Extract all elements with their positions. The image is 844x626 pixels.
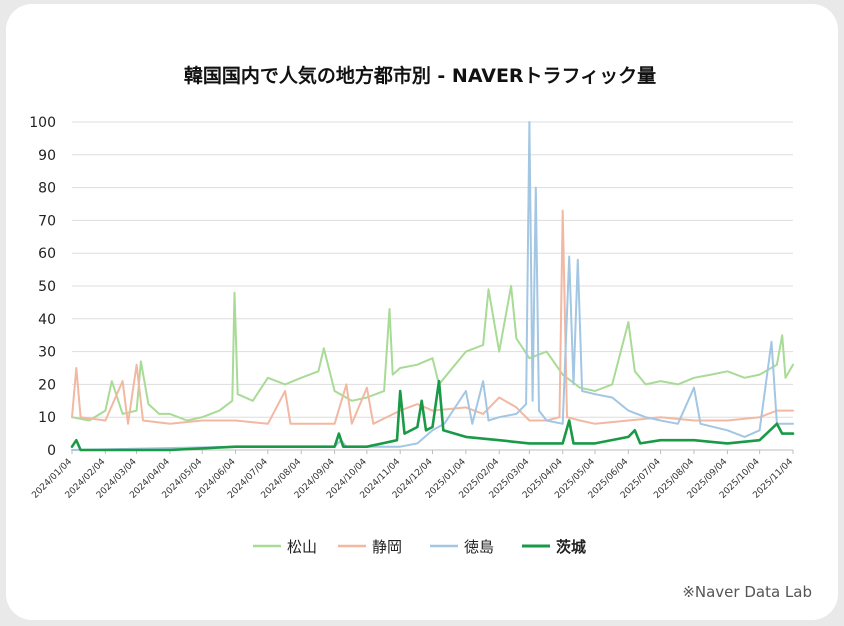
series-line-0 [71, 285, 794, 422]
series-lines [70, 121, 795, 452]
y-tick-label: 20 [38, 377, 56, 393]
legend-label: 静岡 [372, 538, 402, 556]
x-axis: 2024/01/042024/02/042024/03/042024/04/04… [30, 450, 795, 501]
legend-label: 松山 [287, 538, 317, 556]
gridlines [72, 121, 793, 451]
legend-label: 徳島 [464, 538, 494, 556]
y-tick-label: 0 [47, 443, 56, 459]
y-tick-label: 40 [38, 312, 56, 328]
y-tick-label: 100 [29, 115, 56, 131]
y-tick-label: 10 [38, 410, 56, 426]
series-line-2 [71, 121, 794, 451]
y-tick-label: 60 [38, 246, 56, 262]
source-note: ※Naver Data Lab [682, 583, 812, 601]
y-tick-label: 50 [38, 279, 56, 295]
series-line-3 [70, 379, 795, 452]
legend-label: 茨城 [556, 538, 586, 556]
y-axis: 0 10 20 30 40 50 60 70 80 90 100 [29, 115, 56, 459]
y-tick-label: 90 [38, 148, 56, 164]
y-tick-label: 30 [38, 345, 56, 361]
series-line-1 [71, 209, 794, 425]
chart-card [6, 4, 838, 620]
y-tick-label: 80 [38, 181, 56, 197]
chart-title: 韓国国内で人気の地方都市別 - NAVERトラフィック量 [184, 64, 656, 87]
y-tick-label: 70 [38, 213, 56, 229]
legend: 松山 静岡 徳島 茨城 [253, 538, 586, 556]
